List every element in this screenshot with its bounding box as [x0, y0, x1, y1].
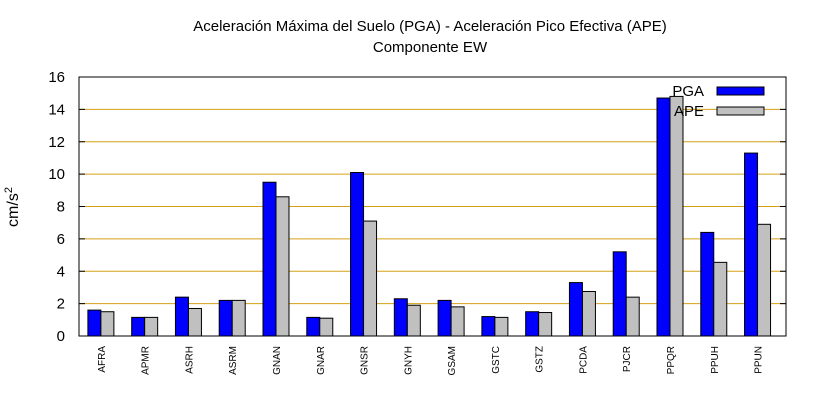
y-axis-label: cm/s2	[3, 187, 22, 227]
bar-pga-gnar	[306, 316, 321, 337]
bar-pga-gstz	[525, 311, 540, 337]
bar-pga-gsam	[437, 299, 452, 337]
bar-pga-asrh	[174, 296, 189, 337]
y-tick-label: 14	[48, 101, 65, 118]
bar-ape-asrh	[187, 307, 202, 337]
y-tick-label: 10	[48, 166, 65, 183]
bar-ape-asrm	[231, 299, 246, 337]
x-tick-label: AFRA	[97, 346, 108, 373]
bar-pga-afra	[87, 309, 102, 337]
bar-ape-ppqr	[669, 95, 684, 337]
x-axis-labels: AFRA APMR ASRH ASRM GNAN GNAR GNSR GNYH GSAM GSTC…	[97, 346, 765, 376]
x-tick-label: GNAN	[272, 346, 283, 375]
x-tick-label: GNSR	[360, 346, 371, 375]
bar-ape-ppun	[757, 223, 772, 337]
bar-pga-asrm	[218, 299, 233, 337]
x-tick-label: GSTZ	[535, 346, 546, 373]
bars	[87, 95, 772, 337]
bar-pga-pcda	[568, 282, 583, 337]
y-tick-label: 16	[48, 69, 65, 86]
legend-swatch-ape	[716, 106, 765, 116]
x-tick-label: GSAM	[447, 346, 458, 375]
bar-pga-gstc	[481, 316, 496, 337]
x-tick-label: GNAR	[316, 346, 327, 375]
bar-ape-gnan	[275, 196, 290, 337]
bar-pga-apmr	[131, 316, 146, 337]
gridlines	[79, 108, 786, 305]
x-tick-label: ASRH	[184, 346, 195, 374]
x-tick-label: GSTC	[491, 346, 502, 374]
x-tick-label: PPQR	[666, 346, 677, 374]
bar-ape-gnsr	[363, 220, 378, 337]
bar-ape-gnyh	[406, 304, 421, 337]
x-tick-label: GNYH	[403, 346, 414, 375]
bar-ape-gstc	[494, 316, 509, 337]
bar-ape-pcda	[581, 290, 596, 337]
bar-ape-pjcr	[625, 296, 640, 337]
bar-ape-gstz	[538, 312, 553, 337]
bar-ape-gsam	[450, 306, 465, 337]
bar-ape-apmr	[144, 316, 159, 337]
bar-pga-gnan	[262, 181, 277, 337]
x-tick-label: PPUN	[754, 346, 765, 374]
legend-label: PGA	[672, 83, 704, 100]
y-tick-label: 6	[57, 231, 65, 248]
legend-label: APE	[674, 103, 704, 120]
y-tick-label: 2	[57, 296, 65, 313]
bar-pga-ppqr	[656, 97, 671, 337]
bar-ape-ppuh	[713, 261, 728, 337]
bar-pga-ppuh	[700, 231, 715, 337]
chart-title: Aceleración Máxima del Suelo (PGA) - Ace…	[193, 18, 667, 35]
bar-ape-gnar	[319, 317, 334, 337]
x-tick-label: PJCR	[622, 346, 633, 372]
bar-pga-pjcr	[612, 251, 627, 337]
x-tick-label: PPUH	[710, 346, 721, 374]
chart-subtitle: Componente EW	[373, 39, 488, 56]
x-tick-label: APMR	[141, 346, 152, 375]
bar-ape-afra	[100, 311, 115, 337]
legend-swatch-pga	[716, 86, 765, 96]
y-tick-label: 4	[57, 263, 65, 280]
x-tick-label: ASRM	[228, 346, 239, 375]
y-axis-ticks: 0 2 4 6 8 10 12 14 16	[48, 69, 786, 345]
bar-pga-gnsr	[350, 172, 365, 337]
x-tick-label: PCDA	[578, 346, 589, 374]
bar-pga-gnyh	[393, 298, 408, 337]
bar-pga-ppun	[744, 152, 759, 337]
legend: PGA APE	[672, 83, 765, 120]
y-tick-label: 0	[57, 328, 65, 345]
y-tick-label: 8	[57, 199, 65, 216]
y-tick-label: 12	[48, 134, 65, 151]
